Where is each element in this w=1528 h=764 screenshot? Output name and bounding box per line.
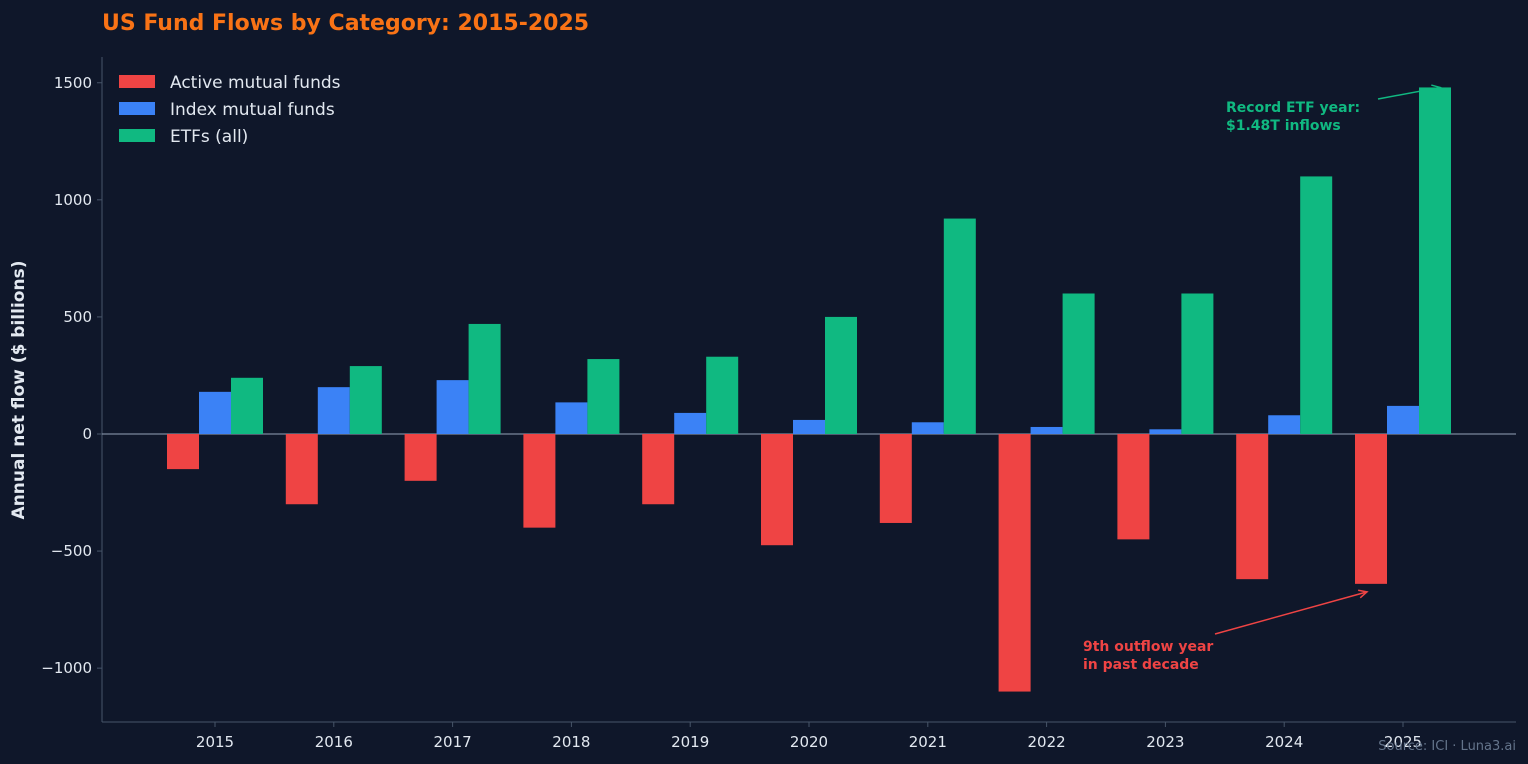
bar-active-mutual-funds-2022 (998, 433, 1031, 692)
x-tick-label: 2022 (1028, 733, 1066, 751)
bar-index-mutual-funds-2019 (674, 412, 707, 434)
bar-active-mutual-funds-2021 (879, 433, 912, 523)
legend-swatch (119, 129, 155, 142)
annotation-text: Record ETF year: (1226, 100, 1360, 116)
legend-swatch (119, 102, 155, 115)
x-tick-label: 2025 (1384, 733, 1422, 751)
bar-index-mutual-funds-2025 (1387, 405, 1419, 434)
chart-title: US Fund Flows by Category: 2015-2025 (102, 11, 589, 36)
bar-etfs-all--2016 (349, 366, 382, 434)
legend-label: Index mutual funds (170, 100, 335, 120)
annotation-text: in past decade (1083, 657, 1199, 673)
y-tick-label: −1000 (41, 659, 92, 677)
bar-etfs-all--2022 (1062, 293, 1095, 434)
y-tick-label: 0 (82, 425, 92, 443)
y-tick-label: 1500 (54, 74, 92, 92)
y-axis-label: Annual net flow ($ billions) (9, 261, 29, 520)
annotation-arrow (1377, 86, 1441, 100)
bar-etfs-all--2025 (1419, 87, 1451, 434)
bar-index-mutual-funds-2017 (436, 380, 469, 434)
bar-active-mutual-funds-2020 (761, 433, 793, 546)
bar-etfs-all--2017 (468, 323, 501, 434)
y-tick-labels: 1500 1000 500 0 −500 −1000 (41, 74, 102, 677)
bar-active-mutual-funds-2017 (404, 433, 437, 481)
legend-label: ETFs (all) (170, 127, 248, 147)
y-tick-label: 1000 (54, 191, 92, 209)
bar-etfs-all--2015 (231, 377, 263, 434)
bar-etfs-all--2018 (587, 359, 620, 434)
bar-index-mutual-funds-2024 (1268, 415, 1301, 434)
legend: Active mutual funds Index mutual funds ETF… (119, 73, 341, 147)
bar-etfs-all--2021 (943, 218, 976, 434)
bar-index-mutual-funds-2023 (1149, 429, 1182, 434)
annotations: Record ETF year: $1.48T inflows 9th outflo… (1083, 84, 1442, 673)
bar-etfs-all--2020 (825, 316, 857, 434)
bar-active-mutual-funds-2018 (523, 433, 556, 528)
bar-index-mutual-funds-2018 (555, 402, 588, 434)
bar-active-mutual-funds-2025 (1355, 433, 1387, 584)
x-tick-label: 2018 (552, 733, 590, 751)
y-tick-label: −500 (51, 542, 92, 560)
bar-index-mutual-funds-2021 (911, 422, 944, 434)
annotation-arrow (1214, 591, 1368, 635)
annotation-text: 9th outflow year (1083, 639, 1213, 655)
x-tick-labels: 2015 2016 2017 2018 2019 2020 2021 2022 2023 2024… (196, 722, 1422, 751)
y-tick-label: 500 (63, 308, 92, 326)
x-tick-label: 2017 (434, 733, 472, 751)
bar-etfs-all--2024 (1300, 176, 1333, 434)
legend-label: Active mutual funds (170, 73, 341, 93)
bar-index-mutual-funds-2016 (317, 387, 350, 434)
annotation-arrowhead (1431, 84, 1442, 94)
x-tick-label: 2023 (1146, 733, 1184, 751)
x-tick-label: 2019 (671, 733, 709, 751)
bar-index-mutual-funds-2022 (1030, 426, 1063, 434)
bar-active-mutual-funds-2023 (1117, 433, 1150, 540)
bars (167, 87, 1451, 692)
bar-etfs-all--2019 (706, 356, 739, 434)
bar-active-mutual-funds-2016 (285, 433, 318, 505)
bar-index-mutual-funds-2020 (793, 419, 825, 434)
legend-swatch (119, 75, 155, 88)
x-tick-label: 2020 (790, 733, 828, 751)
x-tick-label: 2024 (1265, 733, 1303, 751)
bar-index-mutual-funds-2015 (199, 391, 231, 434)
annotation-text: $1.48T inflows (1226, 118, 1341, 134)
x-tick-label: 2016 (315, 733, 353, 751)
annotation-arrowhead (1358, 589, 1369, 599)
bar-active-mutual-funds-2024 (1236, 433, 1269, 580)
bar-active-mutual-funds-2019 (642, 433, 675, 505)
source-note: Source: ICI · Luna3.ai (1378, 739, 1516, 754)
x-tick-label: 2021 (909, 733, 947, 751)
bar-etfs-all--2023 (1181, 293, 1214, 434)
x-tick-label: 2015 (196, 733, 234, 751)
bar-active-mutual-funds-2015 (167, 433, 199, 470)
